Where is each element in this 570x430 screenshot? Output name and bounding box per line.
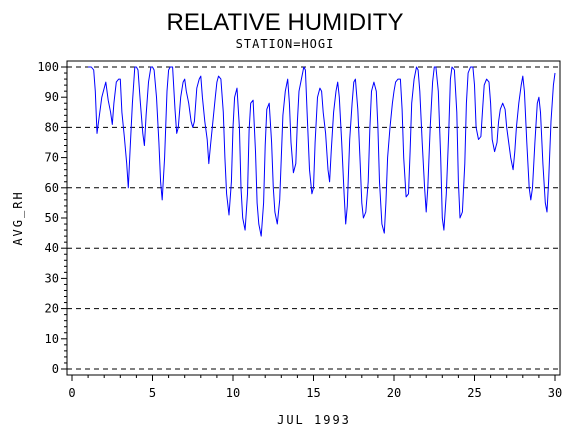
- series-line-avg-rh: [88, 66, 556, 237]
- chart-subtitle: STATION=HOGI: [236, 37, 335, 51]
- series-group: [88, 66, 556, 237]
- chart-title: RELATIVE HUMIDITY: [167, 9, 404, 36]
- y-tick-label-70: 70: [45, 151, 59, 165]
- y-tick-label-40: 40: [45, 241, 59, 255]
- y-tick-label-10: 10: [45, 332, 59, 346]
- y-tick-label-90: 90: [45, 90, 59, 104]
- y-tick-label-30: 30: [45, 271, 59, 285]
- y-axis-label: AVG_RH: [11, 190, 25, 245]
- x-tick-label-10: 10: [226, 386, 240, 400]
- y-tick-label-80: 80: [45, 120, 59, 134]
- x-tick-label-30: 30: [548, 386, 562, 400]
- y-tick-label-0: 0: [52, 362, 59, 376]
- x-tick-label-20: 20: [387, 386, 401, 400]
- y-tick-label-100: 100: [37, 60, 59, 74]
- y-tick-label-20: 20: [45, 302, 59, 316]
- plot-frame: [66, 60, 561, 376]
- x-tick-label-0: 0: [68, 386, 75, 400]
- y-axis: 0 10 20 30 40 50 60 70 80 90 100: [37, 60, 67, 376]
- x-axis-label: JUL 1993: [277, 413, 351, 427]
- x-tick-label-15: 15: [306, 386, 320, 400]
- y-tick-label-60: 60: [45, 181, 59, 195]
- x-tick-label-25: 25: [467, 386, 481, 400]
- x-axis: 0 5 10 15 20 25 30: [68, 375, 562, 400]
- x-tick-label-5: 5: [149, 386, 156, 400]
- y-tick-label-50: 50: [45, 211, 59, 225]
